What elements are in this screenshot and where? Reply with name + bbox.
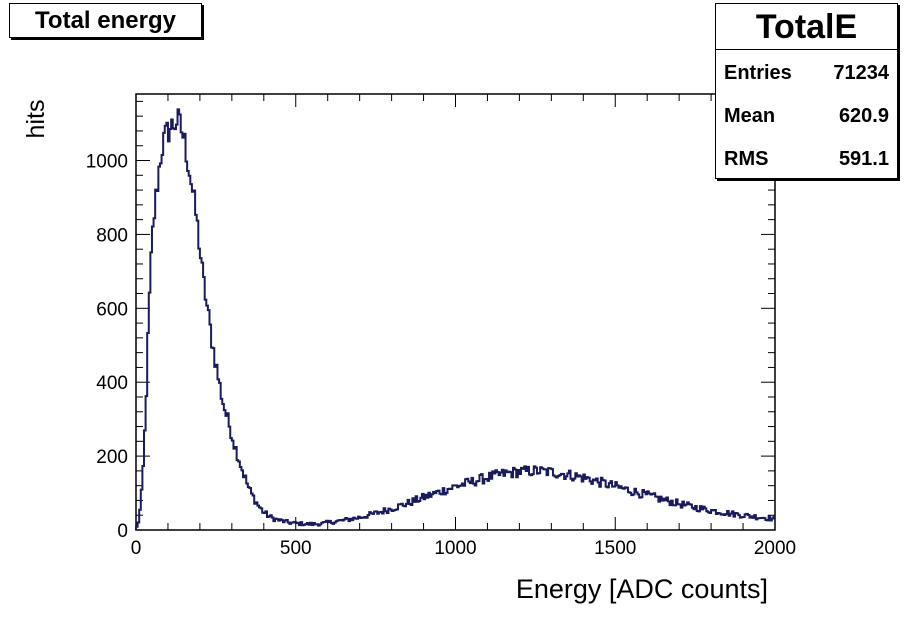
- stats-label-rms: RMS: [724, 148, 769, 170]
- y-tick-label: 600: [96, 299, 128, 320]
- y-tick-label: 200: [96, 447, 128, 468]
- chart-title-box: Total energy: [9, 3, 202, 38]
- stats-label-entries: Entries: [724, 62, 792, 84]
- stats-label-mean: Mean: [724, 105, 776, 127]
- stats-row-mean: Mean 620.9: [716, 95, 897, 138]
- x-tick-label: 1000: [434, 538, 476, 559]
- x-tick-label: 1500: [594, 538, 636, 559]
- plot-frame: [135, 93, 776, 531]
- x-tick-label: 2000: [754, 538, 796, 559]
- stats-value-mean: 620.9: [838, 105, 889, 127]
- x-axis-label: Energy [ADC counts]: [516, 574, 768, 604]
- x-tick-label: 500: [280, 538, 312, 559]
- stats-box: TotalE Entries 71234 Mean 620.9 RMS 591.…: [715, 3, 898, 179]
- stats-name: TotalE: [716, 4, 897, 50]
- chart-title: Total energy: [35, 7, 176, 34]
- y-tick-label: 1000: [86, 152, 128, 173]
- x-tick-label: 0: [131, 538, 142, 559]
- stats-value-rms: 591.1: [838, 148, 889, 170]
- stats-row-entries: Entries 71234: [716, 52, 897, 95]
- y-tick-label: 800: [96, 225, 128, 246]
- y-tick-labels: 0 200 400 600 800 1000: [86, 152, 128, 542]
- stats-row-rms: RMS 591.1: [716, 138, 897, 181]
- y-axis-label: hits: [22, 100, 50, 139]
- stats-value-entries: 71234: [833, 62, 889, 84]
- x-tick-labels: 0 500 1000 1500 2000: [131, 538, 796, 559]
- y-tick-label: 400: [96, 373, 128, 394]
- histogram-line: [135, 108, 775, 530]
- axis-ticks: [135, 94, 776, 531]
- y-tick-label: 0: [117, 521, 128, 542]
